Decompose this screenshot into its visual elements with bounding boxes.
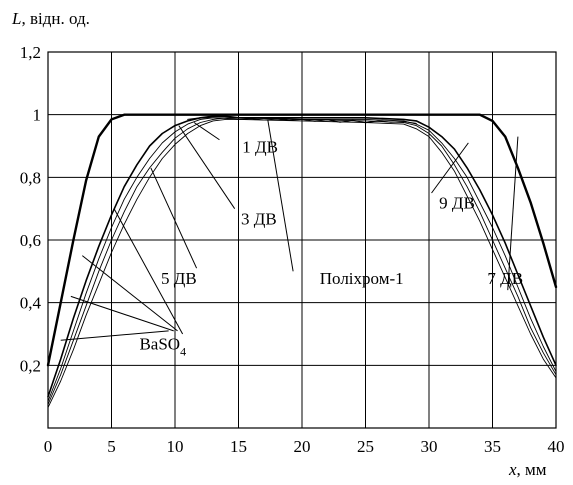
annotation-label: 1 ДВ [242,137,278,156]
y-tick-label: 0,6 [20,231,41,250]
x-tick-label: 20 [294,437,311,456]
grid-lines [47,51,557,429]
annotation-leader-line [81,255,178,332]
x-tick-label: 15 [230,437,247,456]
series-line [47,117,557,405]
x-tick-label: 35 [484,437,501,456]
y-axis-title: L, відн. од. [11,9,90,28]
annotation-leader-line [267,119,294,272]
x-tick-label: 0 [44,437,53,456]
annotation-label: 9 ДВ [439,194,475,213]
annotation-label: 3 ДВ [241,209,277,228]
y-tick-label: 0,8 [20,168,41,187]
annotation-label: 5 ДВ [161,269,197,288]
annotation-label: Поліхром-1 [320,269,404,288]
annotation-leader-line [60,330,169,341]
annotation-leader-line [178,125,236,209]
annotation-leader-line [507,136,519,291]
annotation-labels: 1 ДВ 3 ДВ 5 ДВ Поліхром-1 9 ДВ 7 ДВ BaSO4 [139,137,523,358]
x-tick-label: 40 [548,437,565,456]
x-tick-label: 10 [167,437,184,456]
annotation-leader-line [70,295,174,332]
y-tick-label: 1 [33,106,42,125]
annotation-label: 7 ДВ [487,269,523,288]
y-tick-label: 1,2 [20,43,41,62]
x-axis-title: x, мм [508,460,547,479]
y-tick-label: 0,2 [20,356,41,375]
annotation-leader-line [113,208,184,335]
annotation-leaders [60,119,519,341]
series-line [46,113,558,367]
x-tick-label: 30 [421,437,438,456]
annotation-leader-line [150,167,198,269]
annotation-leader-line [431,142,469,194]
series-line [187,117,417,124]
annotation-leader-line [193,122,220,141]
x-tick-label: 5 [107,437,116,456]
series-lines [46,113,558,409]
tick-labels: 0 5 10 15 20 25 30 35 40 0,2 0,4 0,6 0,8 1 1,2 [20,43,565,456]
y-tick-label: 0,4 [20,294,42,313]
annotation-label: BaSO4 [139,335,186,359]
x-tick-label: 25 [357,437,374,456]
